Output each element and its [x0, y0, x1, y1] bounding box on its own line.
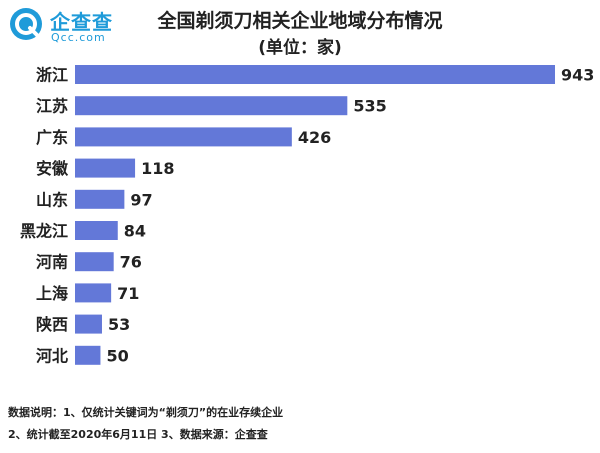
note-line-1: 数据说明：1、仅统计关键词为“剃须刀”的在业存续企业 — [8, 406, 284, 419]
data-notes: 数据说明：1、仅统计关键词为“剃须刀”的在业存续企业 2、统计截至2020年6月… — [8, 402, 283, 446]
note-line-2: 2、统计截至2020年6月11日 3、数据来源：企查查 — [8, 428, 268, 441]
bar — [75, 127, 292, 147]
bar — [75, 345, 101, 365]
bar-chart: 浙江 943 江苏 535 广东 426 安徽 118 山东 97 黑龙江 84 河南 76 上海 71 陕西 5… — [20, 65, 594, 365]
bar-value-label: 943 — [561, 66, 594, 85]
category-label: 陕西 — [36, 315, 68, 334]
bar — [75, 221, 118, 240]
bar — [75, 252, 114, 272]
chart-subtitle: (单位：家) — [258, 38, 342, 58]
bar-value-label: 53 — [108, 315, 130, 334]
bar-value-label: 84 — [124, 222, 146, 241]
category-label: 上海 — [36, 284, 68, 303]
qcc-logo: 企查查 Qcc.com — [8, 4, 148, 46]
category-label: 安徽 — [36, 159, 69, 178]
category-label: 河南 — [36, 253, 68, 272]
qcc-logo-icon — [10, 8, 42, 40]
bar — [75, 96, 348, 116]
bar — [75, 65, 555, 84]
bar-value-label: 97 — [130, 190, 152, 209]
bar — [75, 158, 136, 178]
bar-value-label: 118 — [141, 159, 174, 178]
bar — [75, 189, 125, 209]
bar — [75, 314, 102, 334]
brand-domain: Qcc.com — [51, 31, 106, 44]
bar — [75, 283, 112, 303]
category-label: 山东 — [36, 190, 68, 209]
bar-value-label: 50 — [106, 346, 128, 365]
bar-value-label: 426 — [298, 128, 331, 147]
brand-name: 企查查 — [50, 10, 113, 34]
category-label: 黑龙江 — [20, 222, 68, 241]
bar-value-label: 71 — [117, 284, 139, 303]
category-label: 浙江 — [36, 66, 68, 85]
category-label: 广东 — [36, 128, 68, 147]
chart-title: 全国剃须刀相关企业地域分布情况 — [157, 10, 443, 32]
category-label: 河北 — [36, 346, 68, 365]
category-label: 江苏 — [36, 97, 68, 116]
bar-value-label: 76 — [120, 253, 142, 272]
bar-value-label: 535 — [353, 97, 386, 116]
